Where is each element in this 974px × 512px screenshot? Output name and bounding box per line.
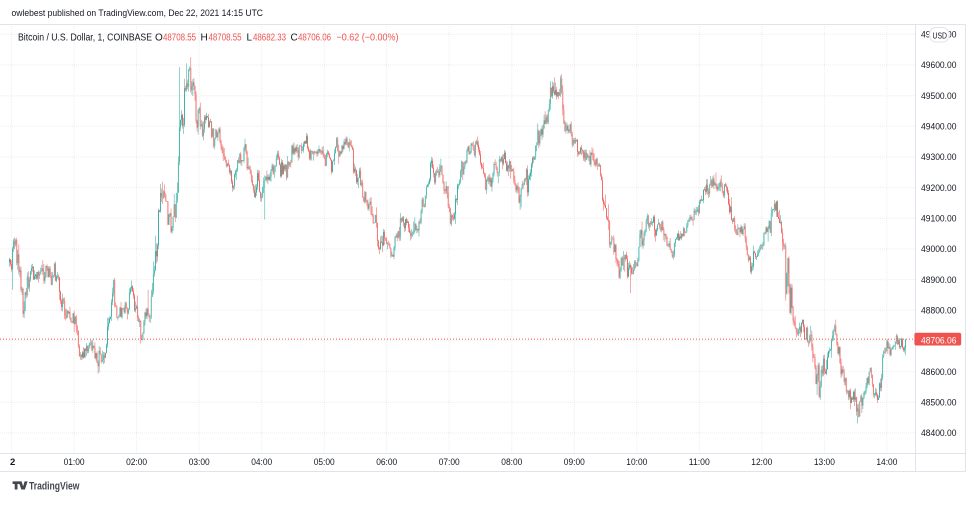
svg-text:10:00: 10:00	[626, 457, 647, 468]
svg-text:49100.00: 49100.00	[921, 214, 957, 225]
svg-text:06:00: 06:00	[376, 457, 397, 468]
svg-text:03:00: 03:00	[189, 457, 210, 468]
svg-text:13:00: 13:00	[814, 457, 835, 468]
svg-text:48400.00: 48400.00	[921, 428, 957, 439]
svg-text:49600.00: 49600.00	[921, 60, 957, 71]
svg-text:48706.06: 48706.06	[298, 33, 331, 44]
svg-text:04:00: 04:00	[251, 457, 272, 468]
svg-text:12:00: 12:00	[751, 457, 772, 468]
svg-text:14:00: 14:00	[876, 457, 897, 468]
svg-text:C: C	[291, 33, 298, 44]
svg-text:48706.06: 48706.06	[921, 336, 957, 347]
svg-text:02:00: 02:00	[126, 457, 147, 468]
svg-text:USD: USD	[933, 30, 948, 40]
svg-text:01:00: 01:00	[64, 457, 85, 468]
svg-text:09:00: 09:00	[564, 457, 585, 468]
svg-text:48682.33: 48682.33	[253, 33, 286, 44]
svg-text:48708.55: 48708.55	[209, 33, 242, 44]
svg-text:05:00: 05:00	[314, 457, 335, 468]
svg-text:O: O	[155, 33, 163, 44]
svg-text:2: 2	[10, 457, 15, 468]
svg-text:49300.00: 49300.00	[921, 152, 957, 163]
svg-text:TradingView: TradingView	[29, 481, 80, 493]
svg-text:49200.00: 49200.00	[921, 183, 957, 194]
svg-text:H: H	[201, 33, 208, 44]
svg-text:owlebest published on TradingV: owlebest published on TradingView.com, D…	[12, 8, 264, 19]
svg-text:−0.62 (−0.00%): −0.62 (−0.00%)	[337, 33, 399, 44]
svg-text:49400.00: 49400.00	[921, 122, 957, 133]
svg-text:49500.00: 49500.00	[921, 91, 957, 102]
svg-text:48800.00: 48800.00	[921, 306, 957, 317]
svg-text:48600.00: 48600.00	[921, 367, 957, 378]
svg-text:Bitcoin / U.S. Dollar, 1, COIN: Bitcoin / U.S. Dollar, 1, COINBASE	[18, 33, 152, 44]
svg-text:07:00: 07:00	[439, 457, 460, 468]
svg-text:08:00: 08:00	[501, 457, 522, 468]
svg-text:48900.00: 48900.00	[921, 275, 957, 286]
svg-text:48500.00: 48500.00	[921, 398, 957, 409]
svg-text:49000.00: 49000.00	[921, 244, 957, 255]
svg-text:48708.55: 48708.55	[163, 33, 196, 44]
svg-text:L: L	[247, 33, 253, 44]
svg-text:11:00: 11:00	[689, 457, 710, 468]
